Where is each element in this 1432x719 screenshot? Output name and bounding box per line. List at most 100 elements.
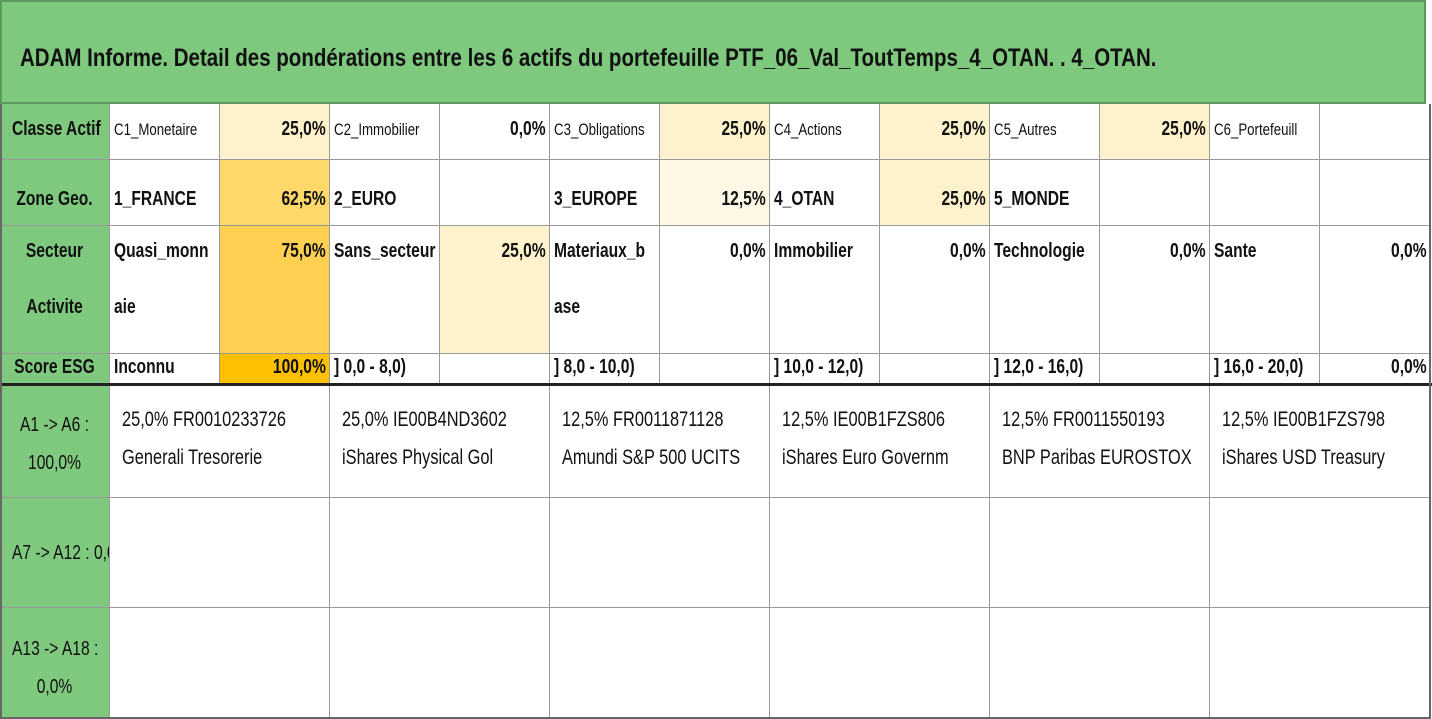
score-esg-name-cell: ] 8,0 - 10,0)	[550, 354, 660, 384]
secteur-value-cell: 0,0%	[880, 226, 990, 354]
classe-actif-weight-value: 0,0%	[510, 118, 546, 140]
score-esg-weight-value: 0,0%	[1391, 356, 1427, 378]
secteur-value-cell: 0,0%	[660, 226, 770, 354]
zone-geo-value-cell: 25,0%	[880, 160, 990, 226]
classe-actif-name-cell: C5_Autres	[990, 104, 1100, 160]
asset-group-label: A7 -> A12 : 0,0%	[11, 542, 109, 564]
classe-actif-value-cell: 25,0%	[880, 104, 990, 160]
secteur-label-line1: Secteur	[25, 240, 84, 262]
asset-group-label-line1: A13 -> A18 :	[11, 638, 99, 660]
classe-actif-weight-value: 25,0%	[1161, 118, 1206, 140]
asset-fund-name: Generali Tresorerie	[122, 446, 263, 469]
classe-actif-name-cell: C6_Portefeuill	[1210, 104, 1320, 160]
score-esg-category-name: ] 8,0 - 10,0)	[554, 356, 635, 378]
secteur-value-cell: 25,0%	[440, 226, 550, 354]
zone-geo-value-cell	[440, 160, 550, 226]
secteur-weight-value: 75,0%	[281, 240, 326, 262]
secteur-category-name: Technologie	[994, 240, 1085, 262]
zone-geo-label: Zone Geo.	[16, 188, 93, 210]
secteur-value-cell: 0,0%	[1100, 226, 1210, 354]
title-bar: ADAM Informe. Detail des pondérations en…	[0, 0, 1426, 104]
asset-isin-weight: 12,5% FR0011871128	[562, 408, 724, 431]
secteur-category-name-cont: aie	[114, 296, 136, 318]
asset-fund-name: iShares USD Treasury	[1222, 446, 1385, 469]
zone-geo-category-name: 1_FRANCE	[114, 188, 197, 210]
secteur-value-cell: 0,0%	[1320, 226, 1431, 354]
asset-group-header: A7 -> A12 : 0,0%	[0, 498, 110, 608]
asset-group-header: A13 -> A18 : 0,0%	[0, 608, 110, 719]
secteur-weight-value: 0,0%	[950, 240, 986, 262]
zone-geo-value-cell	[1100, 160, 1210, 226]
zone-geo-category-name: 4_OTAN	[774, 188, 835, 210]
classe-actif-name-cell: C4_Actions	[770, 104, 880, 160]
zone-geo-header: Zone Geo.	[0, 160, 110, 226]
score-esg-name-cell: Inconnu	[110, 354, 220, 384]
asset-cell	[330, 498, 550, 608]
secteur-activite-header: Secteur Activite	[0, 226, 110, 354]
classe-actif-value-cell: 25,0%	[1100, 104, 1210, 160]
score-esg-value-cell	[880, 354, 990, 384]
score-esg-label: Score ESG	[14, 356, 95, 378]
score-esg-header: Score ESG	[0, 354, 110, 384]
asset-fund-name: iShares Physical Gol	[342, 446, 494, 469]
asset-isin-weight: 25,0% IE00B4ND3602	[342, 408, 507, 431]
classe-actif-name-cell: C1_Monetaire	[110, 104, 220, 160]
score-esg-value-cell	[660, 354, 770, 384]
asset-cell: 12,5% IE00B1FZS798 iShares USD Treasury	[1210, 384, 1431, 498]
zone-geo-name-cell: 5_MONDE	[990, 160, 1100, 226]
classe-actif-name-cell: C2_Immobilier	[330, 104, 440, 160]
classe-actif-category-name: C4_Actions	[774, 120, 842, 139]
asset-cell	[1210, 608, 1431, 719]
asset-cell	[550, 608, 770, 719]
zone-geo-name-cell: 3_EUROPE	[550, 160, 660, 226]
score-esg-value-cell: 0,0%	[1320, 354, 1431, 384]
asset-fund-name: Amundi S&P 500 UCITS	[562, 446, 741, 469]
score-esg-category-name: ] 16,0 - 20,0)	[1214, 356, 1304, 378]
score-esg-value-cell	[440, 354, 550, 384]
secteur-category-name: Materiaux_b	[554, 240, 646, 262]
classe-actif-label: Classe Actif	[11, 118, 101, 140]
score-esg-name-cell: ] 16,0 - 20,0)	[1210, 354, 1320, 384]
zone-geo-value-cell	[1320, 160, 1431, 226]
secteur-value-cell: 75,0%	[220, 226, 330, 354]
score-esg-weight-value: 100,0%	[273, 356, 326, 378]
zone-geo-category-name: 5_MONDE	[994, 188, 1070, 210]
secteur-category-name-cont: ase	[554, 296, 581, 318]
asset-cell	[990, 498, 1210, 608]
zone-geo-name-cell	[1210, 160, 1320, 226]
classe-actif-value-cell	[1320, 104, 1431, 160]
secteur-category-name: Immobilier	[774, 240, 853, 262]
asset-cell: 12,5% IE00B1FZS806 iShares Euro Governm	[770, 384, 990, 498]
score-esg-name-cell: ] 10,0 - 12,0)	[770, 354, 880, 384]
asset-cell	[990, 608, 1210, 719]
asset-cell	[1210, 498, 1431, 608]
score-esg-category-name: ] 12,0 - 16,0)	[994, 356, 1084, 378]
asset-cell	[550, 498, 770, 608]
asset-fund-name: BNP Paribas EUROSTOX	[1002, 446, 1192, 469]
asset-cell	[330, 608, 550, 719]
asset-cell	[110, 608, 330, 719]
secteur-category-name: Sans_secteur	[334, 240, 436, 262]
classe-actif-value-cell: 0,0%	[440, 104, 550, 160]
classe-actif-weight-value: 25,0%	[721, 118, 766, 140]
zone-geo-weight-value: 12,5%	[721, 188, 766, 210]
asset-cell	[770, 608, 990, 719]
secteur-weight-value: 0,0%	[1170, 240, 1206, 262]
secteur-weight-value: 25,0%	[501, 240, 546, 262]
asset-cell	[110, 498, 330, 608]
score-esg-category-name: Inconnu	[114, 356, 175, 378]
classe-actif-category-name: C2_Immobilier	[334, 120, 420, 139]
asset-cell: 12,5% FR0011550193 BNP Paribas EUROSTOX	[990, 384, 1210, 498]
classe-actif-name-cell: C3_Obligations	[550, 104, 660, 160]
asset-group-label-line2: 100,0%	[28, 452, 81, 474]
secteur-category-name: Quasi_monn	[114, 240, 209, 262]
score-esg-category-name: ] 10,0 - 12,0)	[774, 356, 864, 378]
asset-cell: 25,0% FR0010233726 Generali Tresorerie	[110, 384, 330, 498]
asset-isin-weight: 25,0% FR0010233726	[122, 408, 286, 431]
secteur-name-cell: Technologie	[990, 226, 1100, 354]
secteur-label-line2: Activite	[26, 296, 83, 318]
asset-cell: 25,0% IE00B4ND3602 iShares Physical Gol	[330, 384, 550, 498]
